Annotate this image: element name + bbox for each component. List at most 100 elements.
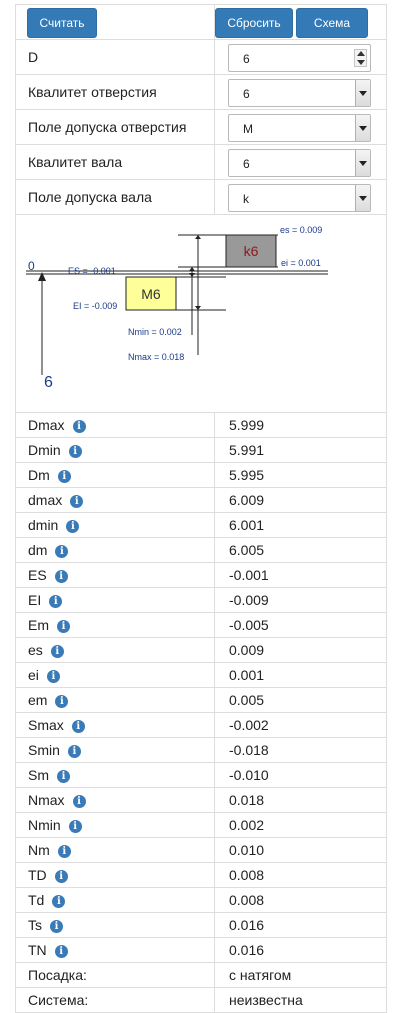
result-value: 5.995 — [229, 467, 265, 483]
nominal-arrow-head — [38, 272, 46, 281]
result-value: 5.991 — [229, 442, 265, 458]
info-icon[interactable]: i — [54, 570, 68, 583]
result-label-cell: TD i — [16, 863, 215, 887]
shaft-field-label: k6 — [244, 243, 259, 259]
result-row: dmin i 6.001 — [15, 513, 387, 538]
result-value-cell: 0.008 — [215, 863, 386, 887]
result-label-cell: Smin i — [16, 738, 215, 762]
nmin-label: Nmin = 0.002 — [128, 327, 182, 337]
result-label-cell: Ts i — [16, 913, 215, 937]
result-label-text: Dmax — [28, 417, 65, 433]
input-row-shaft-field: Поле допуска вала k — [15, 180, 387, 215]
es-label: es = 0.009 — [280, 225, 322, 235]
info-icon[interactable]: i — [54, 870, 68, 883]
result-row: Sm i -0.010 — [15, 763, 387, 788]
info-icon[interactable]: i — [67, 745, 81, 758]
result-value-cell: -0.010 — [215, 763, 386, 787]
result-value: 0.002 — [229, 817, 265, 833]
EI-label: EI = -0.009 — [73, 301, 117, 311]
chevron-down-icon[interactable] — [355, 115, 370, 141]
result-value-cell: 5.999 — [215, 413, 386, 437]
hole-field-value: M — [243, 122, 253, 136]
result-value-cell: 5.991 — [215, 438, 386, 462]
hole-field-select[interactable]: M — [228, 114, 371, 142]
info-icon[interactable]: i — [70, 495, 84, 508]
info-icon[interactable]: i — [71, 720, 85, 733]
info-icon[interactable]: i — [46, 670, 60, 683]
result-label-text: Smax — [28, 717, 64, 733]
result-label-text: dm — [28, 542, 48, 558]
result-row: Dmax i 5.999 — [15, 413, 387, 438]
info-icon[interactable]: i — [50, 920, 63, 933]
result-label-text: Ts — [28, 917, 42, 933]
reset-button[interactable]: Сбросить — [215, 8, 293, 38]
chevron-down-icon[interactable] — [355, 80, 370, 106]
info-icon[interactable]: i — [57, 770, 70, 783]
result-label-cell: dmin i — [16, 513, 215, 537]
hole-quality-select[interactable]: 6 — [228, 79, 371, 107]
result-value-cell: 0.009 — [215, 638, 386, 662]
result-value: 0.008 — [229, 867, 265, 883]
scheme-button[interactable]: Схема — [296, 8, 368, 38]
info-icon[interactable]: i — [55, 545, 69, 558]
info-icon[interactable]: i — [68, 820, 82, 833]
shaft-quality-select[interactable]: 6 — [228, 149, 371, 177]
result-label: Sm i — [28, 767, 70, 783]
info-icon[interactable]: i — [49, 595, 63, 608]
toolbar-right-cell: Сбросить Схема — [215, 5, 386, 39]
result-value: 0.016 — [229, 942, 265, 958]
result-row: Smax i -0.002 — [15, 713, 387, 738]
info-icon[interactable]: i — [57, 620, 70, 633]
result-label: Dmin i — [28, 442, 82, 458]
diameter-value: 6 — [243, 52, 250, 66]
hole-field-label: M6 — [141, 286, 161, 302]
result-label: Nmin i — [28, 817, 82, 833]
result-value-cell: -0.009 — [215, 588, 386, 612]
result-value: -0.010 — [229, 767, 269, 783]
tolerance-diagram-row: 0 6 M6 ES = -0.001 EI = -0.009 k6 es = 0… — [15, 215, 387, 413]
result-value: 5.999 — [229, 417, 265, 433]
shaft-field-select[interactable]: k — [228, 184, 371, 212]
result-value: -0.001 — [229, 567, 269, 583]
info-icon[interactable]: i — [52, 895, 66, 908]
info-icon[interactable]: i — [50, 645, 64, 658]
result-value: с натягом — [229, 967, 292, 983]
result-label-cell: Sm i — [16, 763, 215, 787]
info-icon[interactable]: i — [72, 420, 86, 433]
info-icon[interactable]: i — [57, 845, 71, 858]
result-label-text: TN — [28, 942, 47, 958]
result-value-cell: 0.018 — [215, 788, 386, 812]
result-value: 0.001 — [229, 667, 265, 683]
result-value-cell: -0.005 — [215, 613, 386, 637]
info-icon[interactable]: i — [54, 945, 68, 958]
spinner-icon[interactable] — [354, 49, 367, 67]
diameter-input[interactable]: 6 — [228, 44, 371, 72]
result-value-cell: 0.005 — [215, 688, 386, 712]
result-row: dmax i 6.009 — [15, 488, 387, 513]
result-label-cell: Dm i — [16, 463, 215, 487]
result-value-cell: 0.010 — [215, 838, 386, 862]
diameter-label: D — [28, 49, 39, 65]
result-label: Nmax i — [28, 792, 86, 808]
info-icon[interactable]: i — [72, 795, 86, 808]
info-icon[interactable]: i — [68, 445, 82, 458]
result-row: Nmin i 0.002 — [15, 813, 387, 838]
calculate-button[interactable]: Считать — [27, 8, 97, 38]
result-label-cell: Nmin i — [16, 813, 215, 837]
result-label-cell: Система: — [16, 988, 215, 1012]
info-icon[interactable]: i — [55, 695, 69, 708]
result-row: dm i 6.005 — [15, 538, 387, 563]
result-label-text: Td — [28, 892, 45, 908]
result-label: Td i — [28, 892, 66, 908]
input-control-cell: 6 — [215, 40, 386, 74]
result-value: 0.010 — [229, 842, 265, 858]
result-value-cell: 6.005 — [215, 538, 386, 562]
result-value-cell: 5.995 — [215, 463, 386, 487]
chevron-down-icon[interactable] — [355, 185, 370, 211]
result-label-cell: em i — [16, 688, 215, 712]
info-icon[interactable]: i — [57, 470, 71, 483]
info-icon[interactable]: i — [66, 520, 80, 533]
result-label: Посадка: — [28, 967, 87, 983]
chevron-down-icon[interactable] — [355, 150, 370, 176]
input-label-cell: Поле допуска отверстия — [16, 110, 215, 144]
